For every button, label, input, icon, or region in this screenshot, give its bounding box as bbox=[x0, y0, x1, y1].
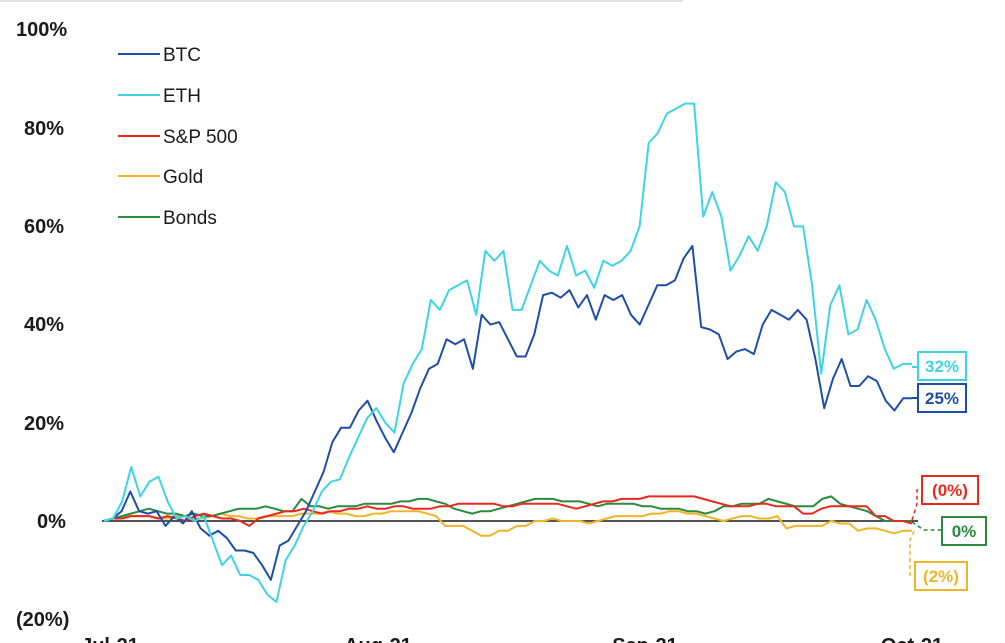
legend-label-sp500: S&P 500 bbox=[163, 127, 238, 148]
legend-item-btc: BTC bbox=[118, 45, 201, 66]
end-label-box-bonds bbox=[941, 516, 987, 546]
x-tick-label: Oct-21 bbox=[881, 635, 943, 643]
end-label-sp500: (0%) bbox=[932, 481, 968, 500]
legend-item-bonds: Bonds bbox=[118, 208, 217, 229]
y-tick-label: 100% bbox=[16, 19, 67, 41]
legend-item-sp500: S&P 500 bbox=[118, 127, 238, 148]
y-tick-label: (20%) bbox=[16, 609, 69, 631]
y-axis-labels: 100% 80% 60% 40% 20% 0% (20%) bbox=[16, 19, 69, 631]
legend-label-btc: BTC bbox=[163, 45, 201, 66]
series-line-gold bbox=[103, 510, 912, 537]
series-line-btc bbox=[103, 245, 912, 581]
x-tick-label: Jul-21 bbox=[81, 635, 139, 643]
y-tick-label: 80% bbox=[24, 118, 64, 140]
x-tick-label: Sep-21 bbox=[612, 635, 678, 643]
end-label-box-eth bbox=[917, 351, 967, 381]
legend-item-gold: Gold bbox=[118, 167, 203, 188]
legend-item-eth: ETH bbox=[118, 86, 201, 107]
series-line-sp500 bbox=[103, 495, 913, 527]
x-tick-label: Aug-21 bbox=[344, 635, 412, 643]
legend: BTC ETH S&P 500 Gold Bonds bbox=[118, 45, 238, 229]
series-line-bonds bbox=[103, 495, 912, 522]
end-label-box-sp500 bbox=[921, 475, 979, 505]
y-tick-label: 20% bbox=[24, 413, 64, 435]
end-label-box-btc bbox=[917, 383, 967, 413]
end-label-box-gold bbox=[914, 561, 968, 591]
y-tick-label: 0% bbox=[37, 511, 66, 533]
end-label-bonds: 0% bbox=[952, 522, 977, 541]
top-divider bbox=[0, 0, 683, 2]
end-label-gold: (2%) bbox=[923, 567, 959, 586]
end-labels: 32% 25% (0%) 0% (2%) bbox=[909, 351, 987, 591]
end-label-eth: 32% bbox=[925, 357, 959, 376]
x-axis-labels: Jul-21 Aug-21 Sep-21 Oct-21 bbox=[81, 635, 943, 643]
legend-label-eth: ETH bbox=[163, 86, 201, 107]
series-line-eth bbox=[103, 102, 912, 603]
series-layer bbox=[103, 102, 913, 603]
legend-label-gold: Gold bbox=[163, 167, 203, 188]
end-connector-sp500 bbox=[911, 489, 922, 521]
legend-label-bonds: Bonds bbox=[163, 208, 217, 229]
end-label-btc: 25% bbox=[925, 389, 959, 408]
end-connector-bonds bbox=[911, 521, 942, 531]
y-tick-label: 60% bbox=[24, 216, 64, 238]
y-tick-label: 40% bbox=[24, 314, 64, 336]
